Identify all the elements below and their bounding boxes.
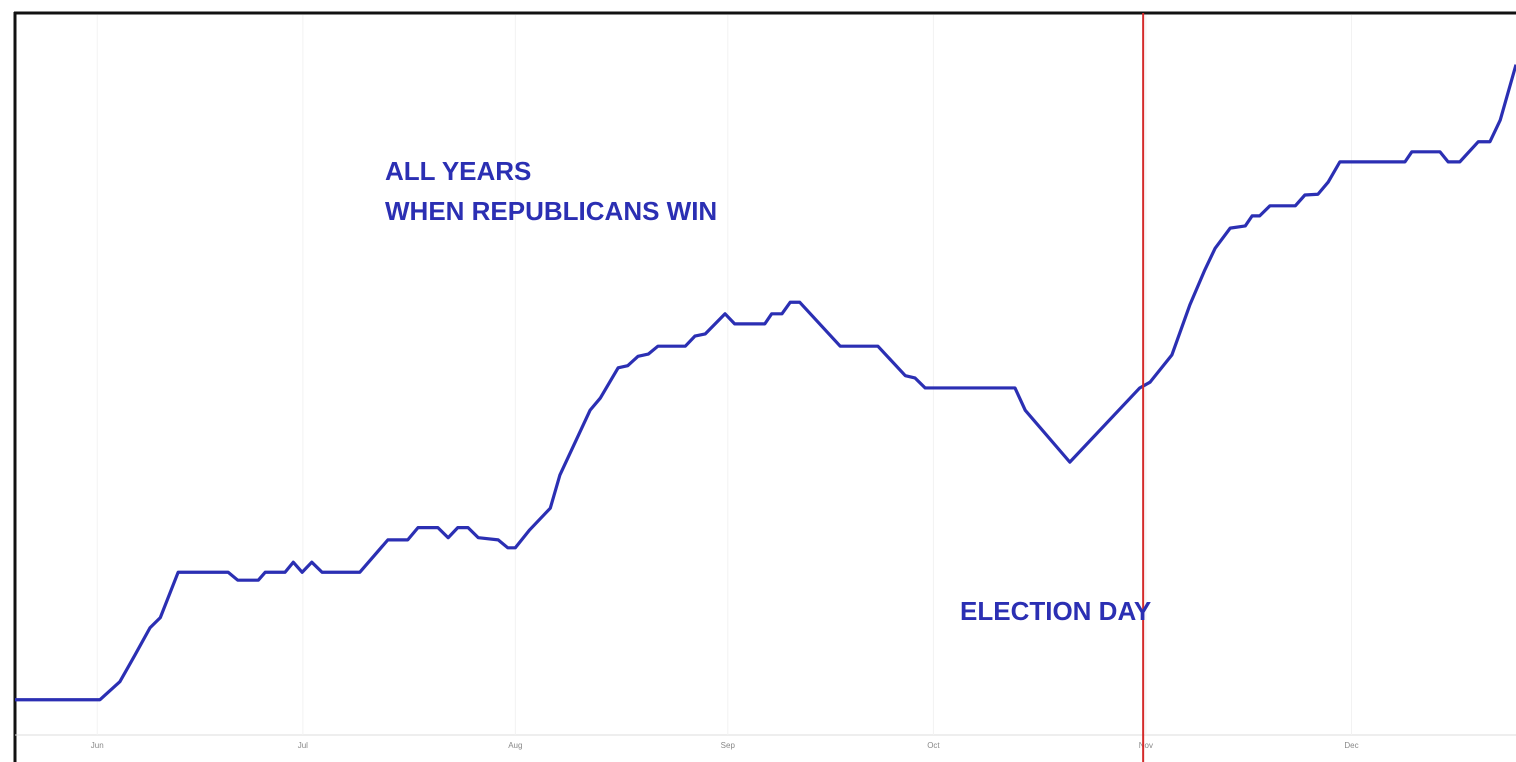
annotation: WHEN REPUBLICANS WIN: [385, 196, 717, 226]
x-tick-label: Jul: [298, 741, 308, 750]
x-tick-label: Oct: [927, 741, 940, 750]
x-tick-label: Dec: [1344, 741, 1358, 750]
annotation: ALL YEARS: [385, 156, 531, 186]
x-tick-label: Jun: [91, 741, 104, 750]
data-line: [15, 64, 1516, 702]
x-tick-label: Aug: [508, 741, 522, 750]
x-tick-label: Sep: [721, 741, 736, 750]
x-tick-label: Nov: [1139, 741, 1153, 750]
election-day-label: ELECTION DAY: [960, 596, 1151, 626]
